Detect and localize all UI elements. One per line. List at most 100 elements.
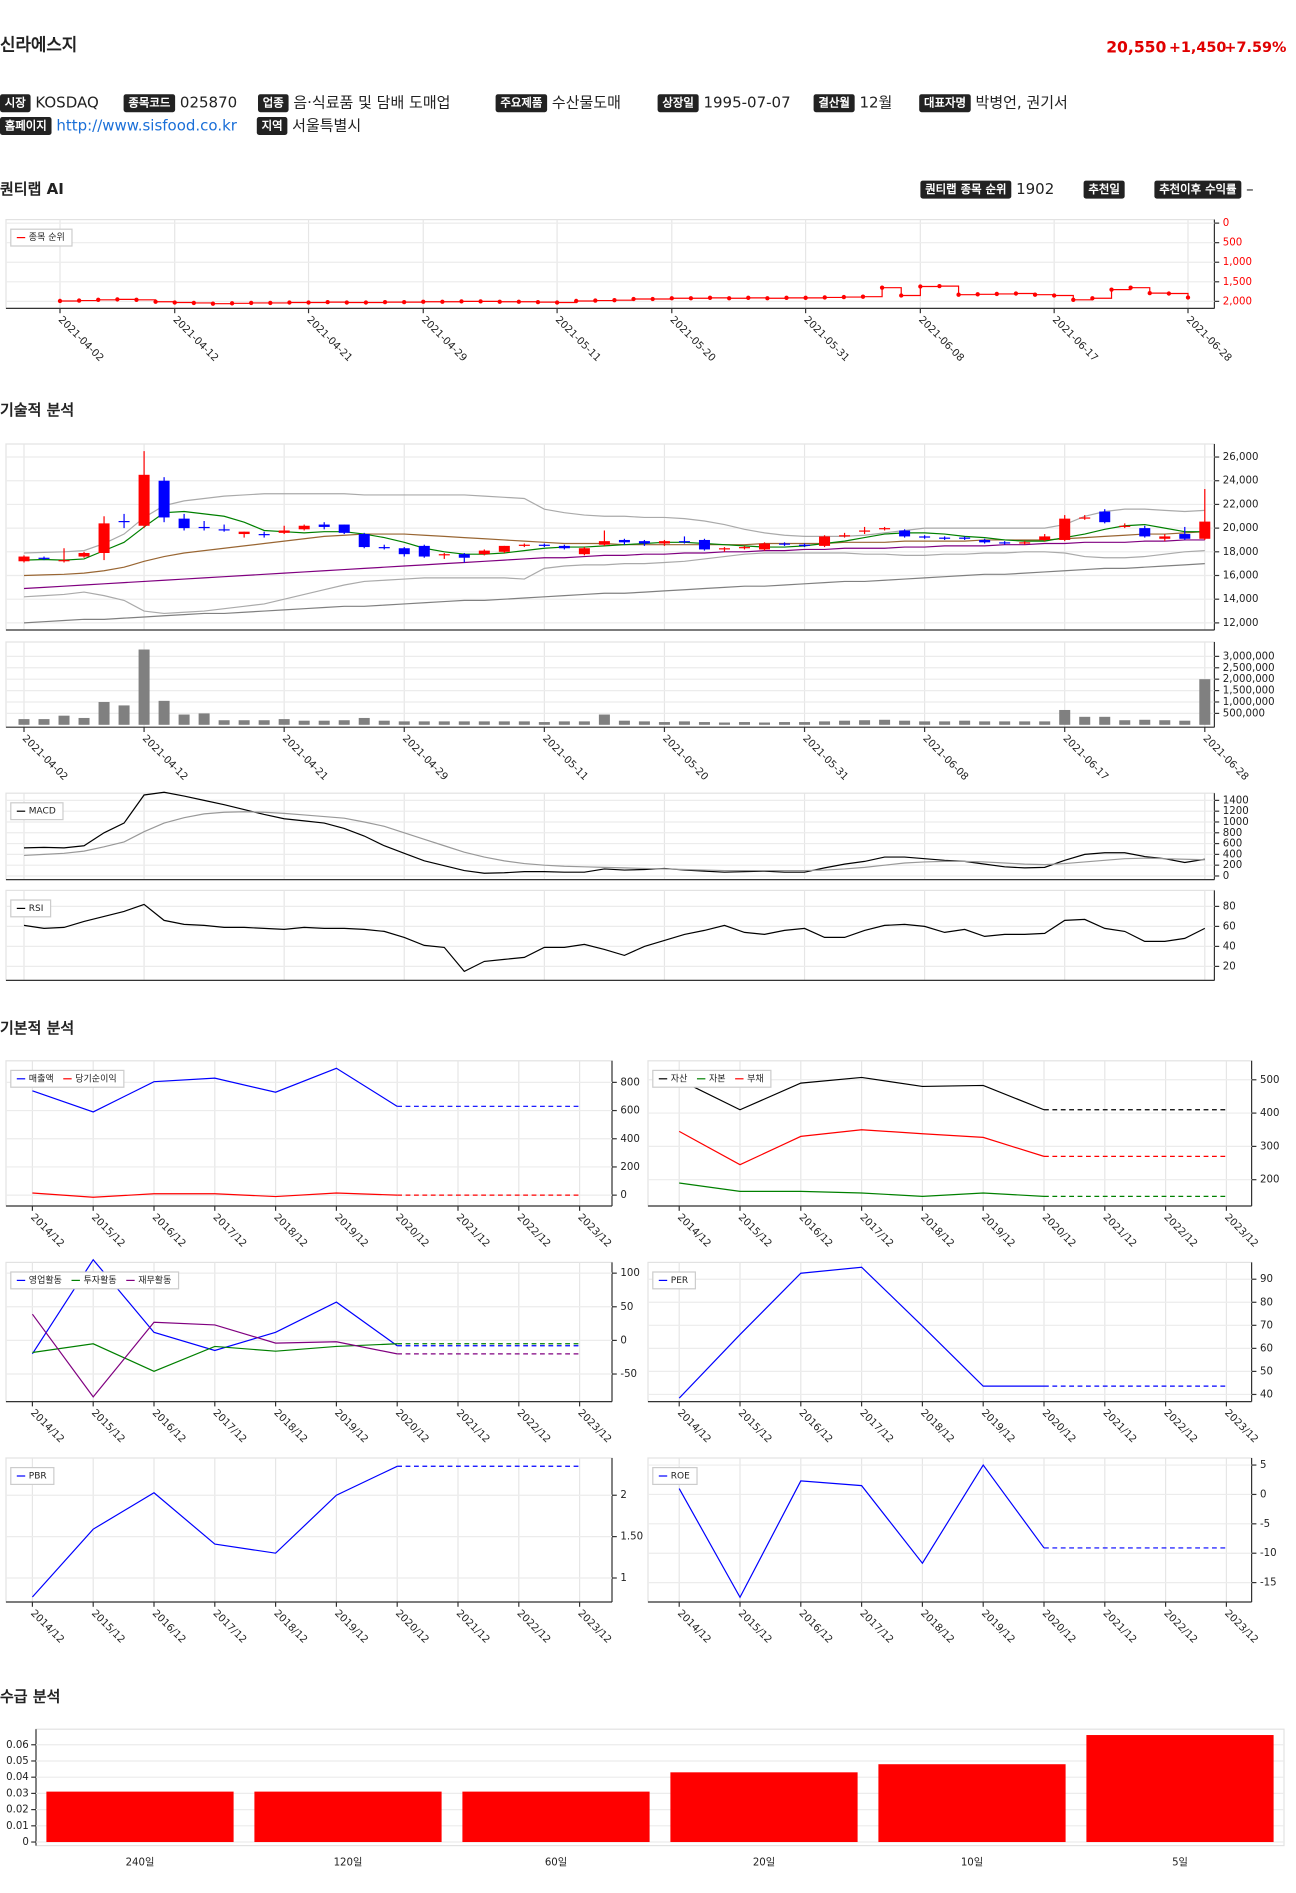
x-tick-label: 2017/12 xyxy=(211,1408,249,1446)
x-tick-label: 2014/12 xyxy=(675,1608,713,1646)
bar xyxy=(638,721,650,725)
x-tick-label: 2021/12 xyxy=(1101,1608,1139,1646)
info-item: 종목코드 025870 xyxy=(123,94,237,113)
x-tick-label: 2016/12 xyxy=(797,1212,835,1250)
point xyxy=(803,295,808,300)
x-tick-label: 2021-04-21 xyxy=(280,733,330,783)
x-tick-label: 2014/12 xyxy=(28,1408,66,1446)
x-tick-label: 2022/12 xyxy=(515,1212,553,1250)
x-tick-label: 2023/12 xyxy=(575,1212,613,1250)
x-tick-label: 2018/12 xyxy=(271,1408,309,1446)
y-tick-label: 60 xyxy=(1260,1343,1273,1354)
badge xyxy=(1083,180,1125,199)
candle-body xyxy=(98,523,110,553)
bar xyxy=(1079,716,1091,725)
badge-label: 추천일 xyxy=(1088,182,1119,196)
legend-label: 종목 순위 xyxy=(29,232,65,243)
candle-body xyxy=(318,524,330,527)
bar xyxy=(919,721,931,725)
x-tick-label: 2018/12 xyxy=(271,1608,309,1646)
bar xyxy=(318,720,330,725)
legend-label: PER xyxy=(671,1276,688,1286)
chart: 240일 120일 60일 20일 10일 5일 0 0.01 0.02 0.03 0.04 0.05… xyxy=(6,1728,1285,1868)
point xyxy=(1071,297,1076,302)
point xyxy=(440,299,445,304)
y-tick-label: 0.02 xyxy=(6,1805,29,1816)
legend-label: 영업활동 xyxy=(29,1274,62,1286)
legend: PER xyxy=(652,1271,696,1290)
candle-body xyxy=(1179,534,1191,539)
series-line xyxy=(32,1192,398,1198)
bar xyxy=(158,700,170,725)
candle-body xyxy=(258,534,270,536)
point xyxy=(1109,287,1114,292)
bar xyxy=(78,717,90,725)
x-tick-label: 2023/12 xyxy=(1222,1212,1260,1250)
candle-body xyxy=(478,550,490,555)
x-tick-label: 2022/12 xyxy=(515,1408,553,1446)
point xyxy=(899,293,904,298)
y-tick-label: 600 xyxy=(620,1106,639,1117)
y-tick-label: 2,000 xyxy=(1223,296,1252,307)
point xyxy=(268,300,273,306)
y-tick-label: 22,000 xyxy=(1223,499,1259,510)
x-tick-label: 2021-05-20 xyxy=(660,733,710,783)
point xyxy=(344,300,349,305)
candle-body xyxy=(618,539,630,543)
info-item: 시장 KOSDAQ xyxy=(0,94,99,113)
point xyxy=(306,300,311,305)
y-tick-label: 70 xyxy=(1260,1320,1273,1331)
chart: 2014/12 2015/12 2016/12 2017/12 2018/12 2019/… xyxy=(5,1457,643,1646)
badge xyxy=(657,94,699,113)
x-tick-label: 2021-04-29 xyxy=(419,314,469,364)
candle-body xyxy=(1039,536,1051,540)
info-item-value[interactable]: http://www.sisfood.co.kr xyxy=(56,117,237,135)
info-item-value: 박병언, 권기서 xyxy=(976,94,1068,112)
point xyxy=(421,299,426,304)
y-tick-label: 14,000 xyxy=(1223,594,1259,605)
series-line xyxy=(23,493,1205,554)
legend: RSI xyxy=(10,899,52,918)
info-item: 주요제품 수산물도매 xyxy=(495,94,621,113)
candle-body xyxy=(738,547,750,549)
section-title: 기본적 분석 xyxy=(0,1019,74,1037)
x-tick-label: 10일 xyxy=(961,1856,983,1868)
price-change: +1,450 xyxy=(1169,40,1227,56)
bar xyxy=(138,649,150,725)
y-tick-label: -15 xyxy=(1260,1578,1277,1589)
legend-label: 재무활동 xyxy=(138,1274,171,1286)
bar xyxy=(1119,720,1131,725)
section-title: 퀀티랩 AI xyxy=(0,180,64,198)
y-tick-label: 18,000 xyxy=(1223,547,1259,558)
legend-label: 당기순이익 xyxy=(75,1072,116,1084)
point xyxy=(401,299,407,305)
badge xyxy=(258,94,289,113)
chart: 2014/12 2015/12 2016/12 2017/12 2018/12 2019/… xyxy=(647,1261,1273,1445)
badge xyxy=(123,94,176,113)
x-tick-label: 2020/12 xyxy=(1040,1212,1078,1250)
point xyxy=(688,296,694,301)
x-tick-label: 2021-05-31 xyxy=(800,733,850,783)
point xyxy=(210,301,216,306)
ai-rank: 퀀티랩 종목 순위 1902 xyxy=(920,180,1054,199)
x-tick-label: 2021-04-02 xyxy=(56,314,106,364)
legend: 영업활동 투자활동 재무활동 xyxy=(10,1271,180,1290)
candle-body xyxy=(979,539,991,543)
point xyxy=(57,298,63,304)
candle-body xyxy=(1159,536,1171,539)
legend-box xyxy=(10,899,52,918)
x-tick-label: 2019/12 xyxy=(979,1608,1017,1646)
point xyxy=(746,295,751,300)
y-tick-label: 1 xyxy=(620,1573,626,1584)
badge-label: 시장 xyxy=(5,96,26,110)
candle-body xyxy=(1019,542,1031,544)
bar xyxy=(18,719,30,725)
bar xyxy=(618,720,630,725)
bar xyxy=(478,721,490,725)
bar xyxy=(1179,720,1191,725)
x-tick-label: 2019/12 xyxy=(332,1408,370,1446)
legend-label: ROE xyxy=(671,1472,690,1482)
candle-body xyxy=(198,526,210,529)
bar xyxy=(1059,709,1071,725)
point xyxy=(669,296,674,301)
